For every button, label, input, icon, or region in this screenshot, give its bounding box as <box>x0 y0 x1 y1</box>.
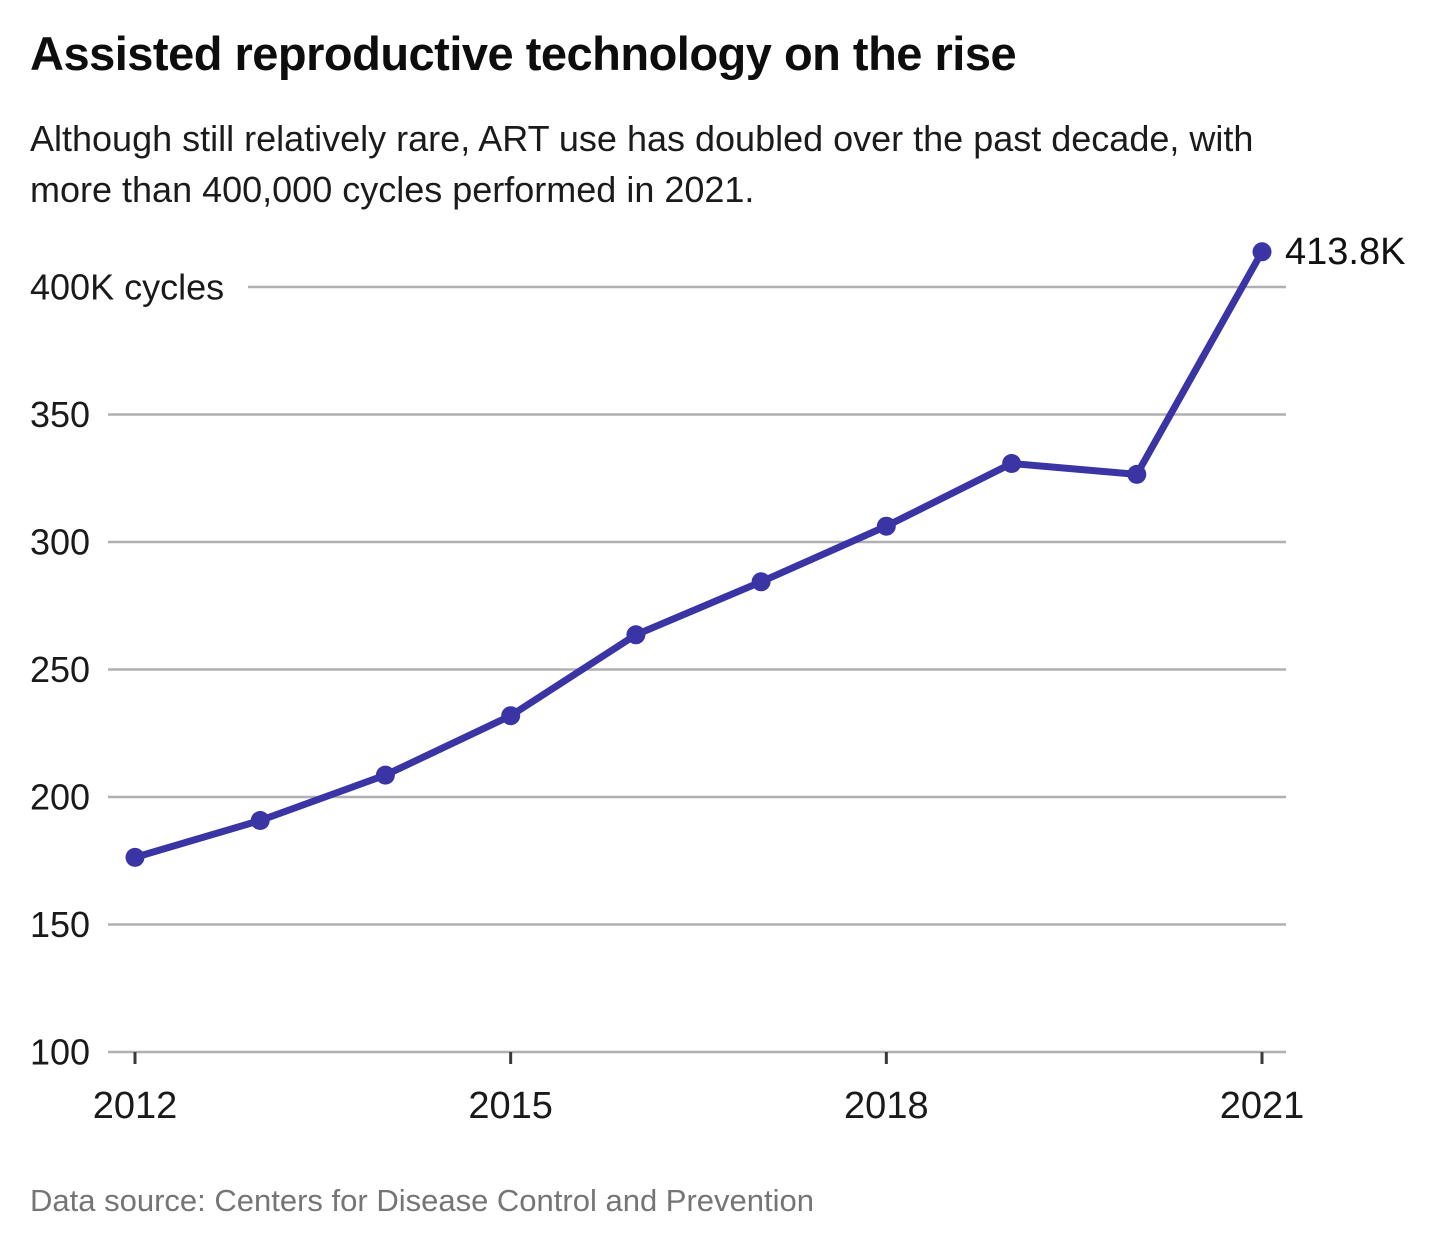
y-axis-label: 350 <box>30 394 90 435</box>
data-point <box>1002 454 1022 473</box>
last-value-label: 413.8K <box>1285 231 1405 273</box>
x-axis-label: 2012 <box>93 1085 178 1127</box>
y-axis-label: 400K cycles <box>30 267 224 308</box>
data-point <box>125 847 145 867</box>
trend-line <box>131 248 1266 861</box>
data-point <box>250 811 270 830</box>
data-source: Data source: Centers for Disease Control… <box>30 1183 815 1218</box>
y-axis-label: 150 <box>30 904 90 945</box>
y-axis-label: 300 <box>30 522 90 563</box>
data-point <box>626 625 646 645</box>
data-point <box>1127 464 1147 484</box>
data-point <box>1252 242 1272 262</box>
y-axis-label: 250 <box>30 649 90 690</box>
x-axis-label: 2015 <box>468 1085 553 1127</box>
data-point <box>876 516 896 536</box>
x-axis-label: 2018 <box>844 1085 929 1127</box>
data-point <box>501 706 521 726</box>
y-axis-label: 100 <box>30 1032 90 1073</box>
y-axis-label: 200 <box>30 777 90 818</box>
chart-subtitle: Although still relatively rare, ART use … <box>30 118 1254 211</box>
data-point <box>751 572 771 592</box>
x-axis-label: 2021 <box>1220 1085 1305 1127</box>
data-point <box>375 765 395 785</box>
chart-title: Assisted reproductive technology on the … <box>30 27 1017 80</box>
